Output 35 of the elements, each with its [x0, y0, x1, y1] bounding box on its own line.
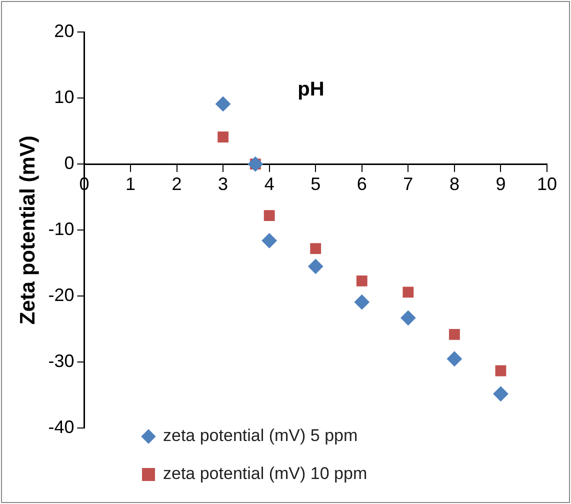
point — [264, 210, 275, 222]
point — [495, 365, 506, 376]
y-tick-label: -30 — [48, 351, 74, 372]
x-tick-label: 6 — [356, 174, 367, 194]
point — [356, 275, 368, 286]
point — [308, 258, 324, 274]
legend-label: zeta potential (mV) 10 ppm — [163, 464, 368, 484]
y-tick-label: -10 — [48, 219, 74, 240]
point — [446, 351, 462, 366]
y-tick-label: -20 — [48, 285, 74, 306]
point — [400, 310, 416, 326]
point — [310, 243, 322, 254]
x-tick-label: 4 — [264, 174, 274, 194]
x-tick-label: 1 — [125, 174, 136, 194]
y-axis-title: Zeta potential (mV) — [16, 136, 40, 325]
y-tick-label: 10 — [54, 87, 74, 107]
point — [354, 294, 370, 310]
x-axis-title: pH — [298, 78, 324, 100]
x-tick-label: 2 — [172, 174, 182, 194]
x-tick-label: 9 — [496, 174, 506, 194]
y-tick-label: -40 — [48, 417, 74, 438]
point — [493, 386, 508, 402]
x-tick-label: 8 — [449, 174, 460, 194]
point — [218, 132, 228, 142]
point — [448, 328, 460, 340]
point — [216, 96, 231, 112]
point — [402, 286, 414, 298]
x-tick-label: 3 — [218, 174, 228, 194]
y-tick-label: 20 — [54, 20, 74, 41]
point — [262, 233, 277, 248]
y-tick-label: 0 — [64, 153, 74, 174]
x-tick-label: 10 — [536, 174, 558, 194]
legend-label: zeta potential (mV) 5 ppm — [163, 426, 358, 446]
x-tick-label: 7 — [403, 174, 414, 194]
x-tick-label: 5 — [310, 174, 321, 194]
